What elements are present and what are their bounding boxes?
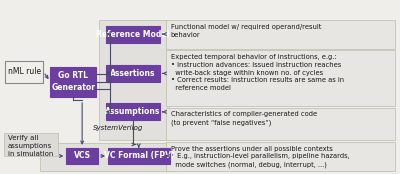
FancyBboxPatch shape bbox=[166, 20, 395, 49]
FancyBboxPatch shape bbox=[50, 67, 96, 97]
FancyBboxPatch shape bbox=[106, 26, 160, 43]
FancyBboxPatch shape bbox=[66, 148, 98, 164]
Text: Assertions: Assertions bbox=[110, 69, 156, 78]
Text: Characteristics of compiler-generated code
(to prevent “false negatives”): Characteristics of compiler-generated co… bbox=[171, 111, 317, 126]
Text: Prove the assertions under all possible contexts
• E.g., instruction-level paral: Prove the assertions under all possible … bbox=[171, 146, 349, 168]
FancyBboxPatch shape bbox=[40, 143, 176, 171]
FancyBboxPatch shape bbox=[106, 103, 160, 120]
FancyBboxPatch shape bbox=[106, 65, 160, 82]
FancyBboxPatch shape bbox=[166, 108, 395, 140]
FancyBboxPatch shape bbox=[166, 142, 395, 171]
FancyBboxPatch shape bbox=[166, 50, 395, 106]
Text: Go RTL
Generator: Go RTL Generator bbox=[51, 71, 95, 92]
Text: SystemVerilog: SystemVerilog bbox=[93, 125, 143, 131]
Text: VC Formal (FPV): VC Formal (FPV) bbox=[104, 152, 174, 160]
Text: Verify all
assumptions
in simulation: Verify all assumptions in simulation bbox=[8, 135, 53, 157]
Text: VCS: VCS bbox=[74, 152, 91, 160]
Text: Functional model w/ required operand/result
behavior: Functional model w/ required operand/res… bbox=[171, 24, 321, 38]
FancyBboxPatch shape bbox=[6, 61, 43, 83]
Text: Assumptions: Assumptions bbox=[105, 107, 160, 116]
FancyBboxPatch shape bbox=[108, 148, 170, 164]
FancyBboxPatch shape bbox=[99, 20, 169, 140]
Text: nML rule: nML rule bbox=[8, 67, 41, 76]
FancyBboxPatch shape bbox=[4, 133, 58, 156]
Text: Expected temporal behavior of instructions, e.g.:
• Instruction advances: Issued: Expected temporal behavior of instructio… bbox=[171, 54, 344, 91]
Text: Reference Model: Reference Model bbox=[96, 30, 170, 39]
